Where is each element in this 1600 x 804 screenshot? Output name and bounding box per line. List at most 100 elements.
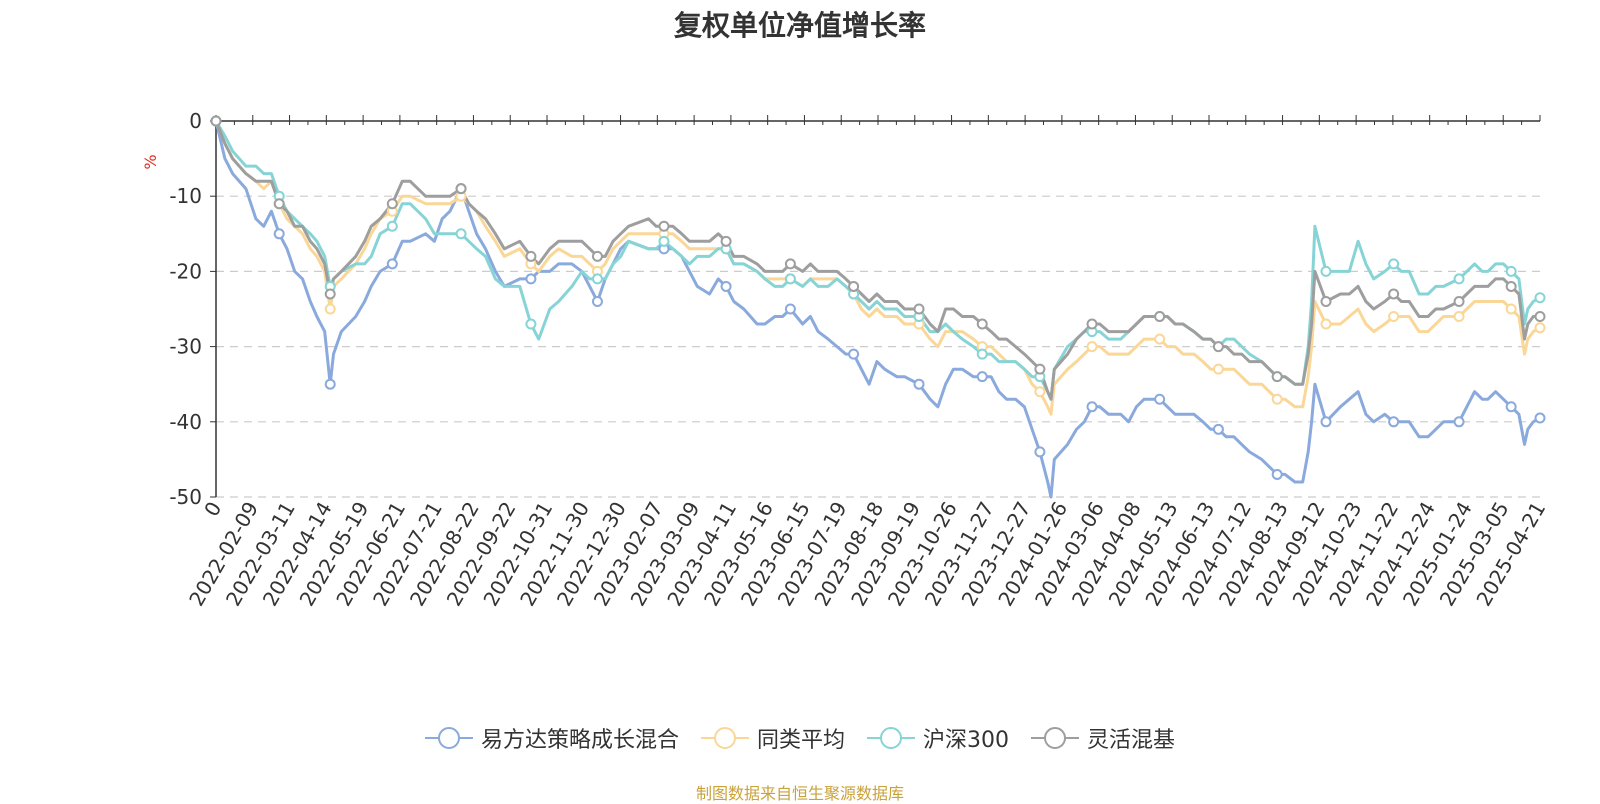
series-marker <box>784 303 796 315</box>
source-note: 制图数据来自恒生聚源数据库 <box>695 784 904 803</box>
series-marker <box>1320 265 1332 277</box>
series-marker <box>1086 401 1098 413</box>
series-marker <box>1453 416 1465 428</box>
series-marker <box>1453 273 1465 285</box>
series-marker <box>1453 311 1465 323</box>
series-marker <box>591 250 603 262</box>
series-marker <box>1212 363 1224 375</box>
series-marker <box>1534 311 1546 323</box>
series-marker <box>1212 423 1224 435</box>
legend-marker <box>713 727 736 749</box>
series-marker <box>1034 446 1046 458</box>
series-marker <box>525 273 537 285</box>
series-marker <box>324 378 336 390</box>
series-line <box>214 120 1540 401</box>
series-marker <box>784 258 796 270</box>
series-marker <box>1505 265 1517 277</box>
series-marker <box>591 295 603 307</box>
legend-item[interactable]: 灵活混基 <box>1031 722 1175 754</box>
series-marker <box>1534 322 1546 334</box>
series-marker <box>1154 333 1166 345</box>
series-marker <box>525 250 537 262</box>
series-marker <box>1505 303 1517 315</box>
series-marker <box>1320 295 1332 307</box>
legend-swatch-icon <box>867 727 915 749</box>
series-marker <box>455 228 467 240</box>
series-marker <box>1320 416 1332 428</box>
series-marker <box>1534 292 1546 304</box>
series-line <box>214 120 1541 401</box>
y-tick-label: -20 <box>169 259 202 283</box>
series-marker <box>1271 468 1283 480</box>
series-marker <box>658 235 670 247</box>
legend-label: 同类平均 <box>756 728 845 753</box>
series-marker <box>386 258 398 270</box>
legend-label: 易方达策略成长混合 <box>480 728 679 753</box>
series-marker <box>591 273 603 285</box>
series-marker <box>848 280 860 292</box>
axes: 0-10-20-30-40-5002022-02-092022-03-11202… <box>169 109 1550 610</box>
series-marker <box>1086 341 1098 353</box>
series-markers <box>210 115 1546 480</box>
series-marker <box>1154 393 1166 405</box>
series-marker <box>658 220 670 232</box>
series-marker <box>720 280 732 292</box>
y-tick-label: 0 <box>189 109 202 133</box>
series-marker <box>913 303 925 315</box>
series-line <box>214 120 1541 416</box>
legend-marker <box>437 727 460 749</box>
legend-marker <box>880 727 902 749</box>
series-marker <box>1154 311 1166 323</box>
y-tick-label: -50 <box>169 485 202 509</box>
series-marker <box>273 198 285 210</box>
y-tick-label: -30 <box>169 335 202 359</box>
series-marker <box>976 371 988 383</box>
chart-title: 复权单位净值增长率 <box>673 9 926 42</box>
series-marker <box>784 273 796 285</box>
series-marker <box>525 318 537 330</box>
legend-label: 灵活混基 <box>1087 728 1176 753</box>
series-marker <box>1034 386 1046 398</box>
y-tick-label: -40 <box>169 410 202 434</box>
series-marker <box>720 235 732 247</box>
legend-item[interactable]: 同类平均 <box>700 722 845 754</box>
series-marker <box>324 303 336 315</box>
series-marker <box>1388 311 1400 323</box>
series-marker <box>455 183 467 195</box>
legend-swatch-icon <box>700 727 749 749</box>
gridlines <box>216 195 1540 498</box>
series-marker <box>1505 401 1517 413</box>
series-marker <box>386 198 398 210</box>
series-marker <box>1086 318 1098 330</box>
series-marker <box>1271 371 1283 383</box>
series-marker <box>1453 295 1465 307</box>
series-marker <box>1388 258 1400 270</box>
series-marker <box>273 228 285 240</box>
legend-swatch-icon <box>424 727 473 749</box>
series-marker <box>1320 318 1332 330</box>
y-tick-label: -10 <box>169 184 202 208</box>
series-marker <box>1271 393 1283 405</box>
x-tick-label: 0 <box>199 498 226 521</box>
series-marker <box>913 378 925 390</box>
series-marker <box>1505 280 1517 292</box>
legend-item[interactable]: 沪深300 <box>867 722 1009 754</box>
series-marker <box>976 318 988 330</box>
series-marker <box>386 220 398 232</box>
legend-label: 沪深300 <box>923 728 1009 753</box>
legend-item[interactable]: 易方达策略成长混合 <box>424 722 679 754</box>
series-marker <box>848 348 860 360</box>
series-marker <box>1034 363 1046 375</box>
series-marker <box>976 348 988 360</box>
y-axis-label: % <box>141 154 160 169</box>
legend: 易方达策略成长混合 同类平均 沪深300 灵活混基 <box>0 722 1600 754</box>
series-marker <box>324 288 336 300</box>
series-marker <box>1212 341 1224 353</box>
legend-marker <box>1044 727 1066 749</box>
legend-swatch-icon <box>1031 727 1079 749</box>
series-marker <box>1534 412 1546 424</box>
series-lines <box>214 120 1541 499</box>
series-marker <box>1388 288 1400 300</box>
series-marker <box>210 115 222 127</box>
